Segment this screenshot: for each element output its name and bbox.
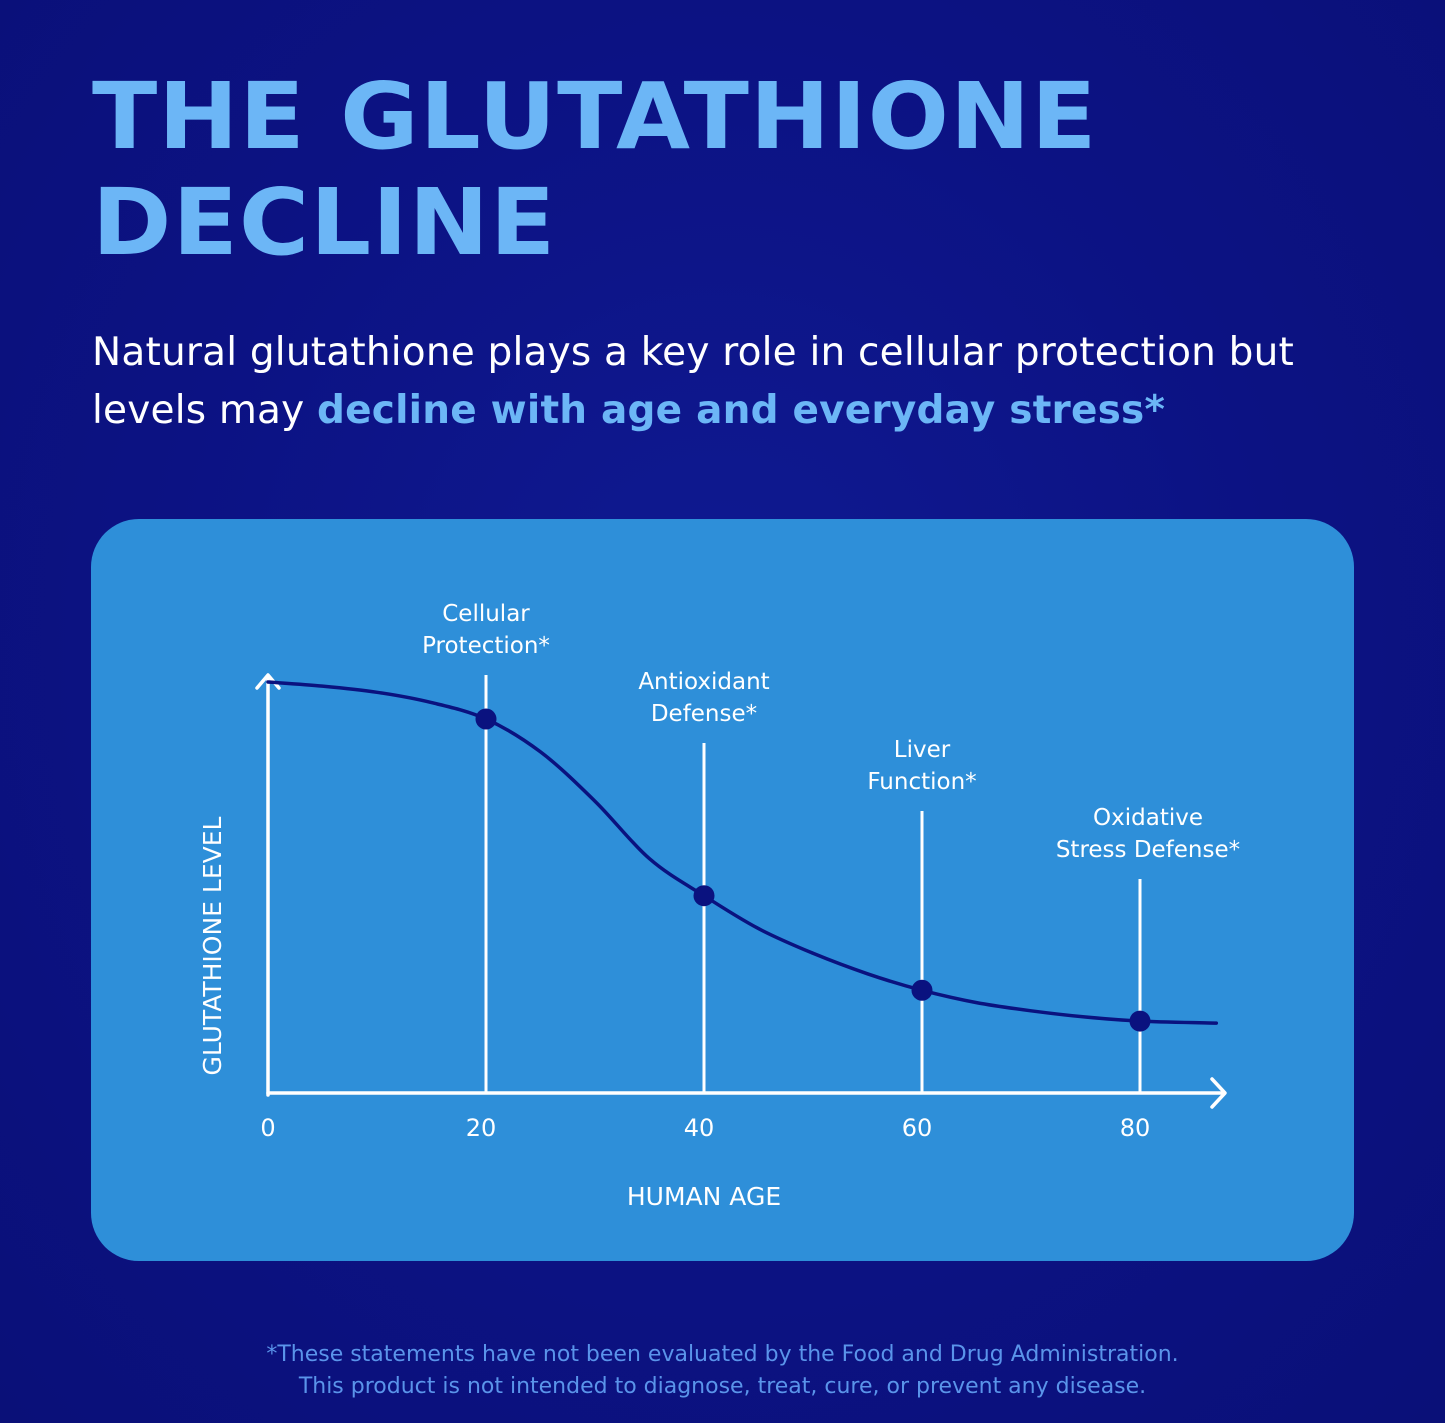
marker-label-line1: Antioxidant <box>638 669 769 695</box>
fda-disclaimer: *These statements have not been evaluate… <box>0 1339 1445 1403</box>
marker-lines <box>484 675 1142 1093</box>
x-tick-label: 20 <box>466 1114 497 1142</box>
marker-dots <box>475 708 1151 1032</box>
x-tick-label: 80 <box>1120 1114 1151 1142</box>
disclaimer-line-2: This product is not intended to diagnose… <box>298 1374 1147 1399</box>
x-tick-label: 60 <box>902 1114 933 1142</box>
disclaimer-line-1: *These statements have not been evaluate… <box>266 1342 1179 1367</box>
y-axis-label: GLUTATHIONE LEVEL <box>198 816 227 1075</box>
marker-dot <box>911 979 933 1001</box>
marker-dot <box>475 708 497 730</box>
subtitle: Natural glutathione plays a key role in … <box>92 324 1352 440</box>
marker-label-line2: Protection* <box>422 633 550 659</box>
page-title: THE GLUTATHIONE DECLINE <box>92 64 1098 276</box>
subtitle-plain: Natural glutathione plays a key role in … <box>92 330 1295 433</box>
axes <box>255 673 1227 1109</box>
glutathione-curve <box>266 680 1219 1025</box>
x-tick-label: 0 <box>260 1114 275 1142</box>
marker-label-line2: Stress Defense* <box>1056 837 1240 863</box>
title-line-2: DECLINE <box>92 169 557 276</box>
marker-label-line2: Function* <box>867 769 976 795</box>
x-axis-label: HUMAN AGE <box>627 1182 781 1211</box>
glutathione-chart: Cellular Protection* Antioxidant Defense* Li… <box>198 601 1240 1211</box>
subtitle-highlight: decline with age and everyday stress* <box>317 388 1166 433</box>
marker-label-line1: Oxidative <box>1093 805 1203 831</box>
x-tick-labels: 0 20 40 60 80 <box>260 1114 1150 1142</box>
x-axis-arrow-icon <box>1210 1077 1227 1109</box>
marker-dot <box>693 885 715 907</box>
marker-label-line2: Defense* <box>651 701 757 727</box>
marker-label-line1: Liver <box>894 737 951 763</box>
marker-dot <box>1129 1010 1151 1032</box>
x-tick-label: 40 <box>684 1114 715 1142</box>
title-line-1: THE GLUTATHIONE <box>92 63 1098 170</box>
marker-label-line1: Cellular <box>442 601 530 627</box>
chart-card: Cellular Protection* Antioxidant Defense* Li… <box>91 519 1354 1261</box>
marker-labels: Cellular Protection* Antioxidant Defense* Li… <box>422 601 1240 863</box>
